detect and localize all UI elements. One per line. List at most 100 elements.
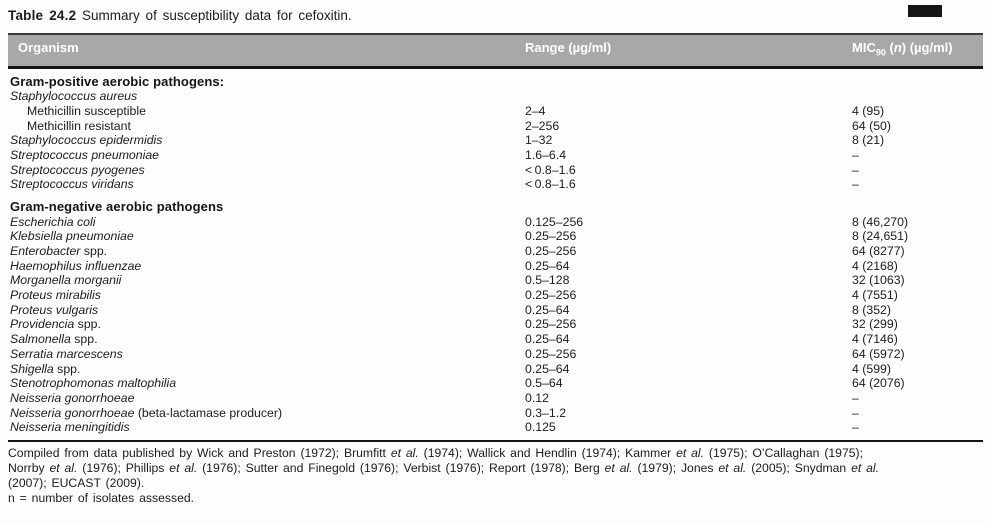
footnote: Compiled from data published by Wick and… (8, 446, 983, 506)
organism-cell: Methicillin resistant (27, 118, 131, 133)
table-row: Salmonella spp. 0.25–64 4 (7146) (8, 332, 983, 347)
table-row: Proteus mirabilis 0.25–256 4 (7551) (8, 288, 983, 303)
table-row: Proteus vulgaris 0.25–64 8 (352) (8, 303, 983, 318)
organism-cell: Staphylococcus aureus (10, 89, 138, 104)
mic-n-symbol: n (893, 40, 902, 55)
table-row: Klebsiella pneumoniae 0.25–256 8 (24,651) (8, 229, 983, 244)
organism-cell: Proteus mirabilis (10, 288, 101, 303)
mic-cell: – (852, 405, 859, 420)
footnote-line: (2007); EUCAST (2009). (8, 475, 145, 490)
section-header: Gram-negative aerobic pathogens (10, 199, 224, 215)
organism-cell: Providencia spp. (10, 317, 101, 332)
table-row: Escherichia coli 0.125–256 8 (46,270) (8, 215, 983, 230)
range-cell: 0.25–256 (525, 229, 577, 244)
organism-cell: Stenotrophomonas maltophilia (10, 376, 177, 391)
organism-cell: Streptococcus pneumoniae (10, 147, 160, 162)
table-bottom-rule (8, 440, 983, 443)
range-cell: 0.25–256 (525, 288, 577, 303)
range-cell: 0.25–64 (525, 302, 570, 317)
table-row: Neisseria gonorrhoeae (beta-lactamase pr… (8, 406, 983, 421)
mic-cell: 64 (2076) (852, 376, 905, 391)
mic-cell: – (852, 420, 859, 435)
range-cell: 0.3–1.2 (525, 405, 567, 420)
organism-cell: Methicillin susceptible (27, 103, 146, 118)
organism-cell: Escherichia coli (10, 214, 96, 229)
organism-cell: Haemophilus influenzae (10, 258, 142, 273)
mic-cell: 4 (95) (852, 103, 885, 118)
organism-cell: Neisseria gonorrhoeae (10, 390, 135, 405)
range-cell: 1.6–6.4 (525, 147, 567, 162)
mic-cell: 64 (50) (852, 118, 891, 133)
mic-cell: 8 (352) (852, 302, 891, 317)
table-caption-text: Summary of susceptibility data for cefox… (76, 8, 352, 23)
section-header: Gram-positive aerobic pathogens: (10, 73, 225, 89)
table-row: Staphylococcus epidermidis 1–32 8 (21) (8, 133, 983, 148)
organism-cell: Neisseria meningitidis (10, 420, 130, 435)
mic-cell: – (852, 177, 859, 192)
page-edge-mark (908, 5, 942, 17)
organism-cell: Shigella spp. (10, 361, 81, 376)
mic-cell: 8 (24,651) (852, 229, 909, 244)
range-cell: < 0.8–1.6 (525, 162, 576, 177)
table-row: Haemophilus influenzae 0.25–64 4 (2168) (8, 259, 983, 274)
mic-cell: 8 (21) (852, 133, 885, 148)
organism-cell: Salmonella spp. (10, 332, 98, 347)
mic-cell: 32 (1063) (852, 273, 905, 288)
table-row: Serratia marcescens 0.25–256 64 (5972) (8, 347, 983, 362)
mic-cell: – (852, 390, 859, 405)
footnote-line: Compiled from data published by Wick and… (8, 446, 863, 461)
mic-cell: 8 (46,270) (852, 214, 909, 229)
footnote-line: Norrby et al. (1976); Phillips et al. (1… (8, 460, 880, 475)
organism-cell: Streptococcus pyogenes (10, 162, 145, 177)
range-cell: 2–256 (525, 118, 560, 133)
column-header-mic90: MIC90 (n) (µg/ml) (852, 40, 953, 58)
range-cell: 1–32 (525, 133, 553, 148)
table-row: Methicillin susceptible 2–4 4 (95) (8, 104, 983, 119)
mic-cell: 64 (5972) (852, 346, 905, 361)
organism-cell: Staphylococcus epidermidis (10, 133, 163, 148)
table-row: Neisseria meningitidis 0.125 – (8, 420, 983, 435)
table-header-row: Organism Range (µg/ml) MIC90 (n) (µg/ml) (8, 33, 983, 69)
range-cell: 0.125–256 (525, 214, 584, 229)
range-cell: 0.25–64 (525, 258, 570, 273)
table-number: Table 24.2 (8, 8, 77, 23)
range-cell: 0.125 (525, 420, 556, 435)
mic-cell: 4 (2168) (852, 258, 898, 273)
table-row: Shigella spp. 0.25–64 4 (599) (8, 362, 983, 377)
range-cell: < 0.8–1.6 (525, 177, 576, 192)
organism-cell: Morganella morganii (10, 273, 122, 288)
table-caption: Table 24.2 Summary of susceptibility dat… (8, 7, 983, 24)
range-cell: 2–4 (525, 103, 546, 118)
table-row: Stenotrophomonas maltophilia 0.5–64 64 (20… (8, 376, 983, 391)
table-row: Enterobacter spp. 0.25–256 64 (8277) (8, 244, 983, 259)
table-row: Streptococcus viridans < 0.8–1.6 – (8, 177, 983, 192)
table-body: Gram-positive aerobic pathogens: Staphylo… (8, 69, 983, 435)
range-cell (525, 89, 852, 104)
mic-cell: 32 (299) (852, 317, 898, 332)
range-cell: 0.5–64 (525, 376, 563, 391)
range-cell: 0.25–64 (525, 361, 570, 376)
mic-cell: – (852, 147, 859, 162)
range-cell: 0.12 (525, 390, 549, 405)
table-row: Methicillin resistant 2–256 64 (50) (8, 119, 983, 134)
mic-cell: 4 (7146) (852, 332, 898, 347)
table-row: Morganella morganii 0.5–128 32 (1063) (8, 273, 983, 288)
column-header-organism: Organism (18, 40, 79, 55)
mic-subscript: 90 (875, 47, 886, 58)
range-cell: 0.5–128 (525, 273, 570, 288)
organism-cell: Proteus vulgaris (10, 302, 99, 317)
table-row: Providencia spp. 0.25–256 32 (299) (8, 317, 983, 332)
organism-cell: Klebsiella pneumoniae (10, 229, 134, 244)
table-row: Streptococcus pneumoniae 1.6–6.4 – (8, 148, 983, 163)
mic-cell: 64 (8277) (852, 243, 905, 258)
table-row: Streptococcus pyogenes < 0.8–1.6 – (8, 163, 983, 178)
table-row: Neisseria gonorrhoeae 0.12 – (8, 391, 983, 406)
mic-cell: – (852, 162, 859, 177)
mic-cell (852, 89, 983, 104)
range-cell: 0.25–64 (525, 332, 570, 347)
mic-cell: 4 (7551) (852, 288, 898, 303)
organism-cell: Streptococcus viridans (10, 177, 134, 192)
footnote-line: n = number of isolates assessed. (8, 490, 195, 505)
range-cell: 0.25–256 (525, 243, 577, 258)
